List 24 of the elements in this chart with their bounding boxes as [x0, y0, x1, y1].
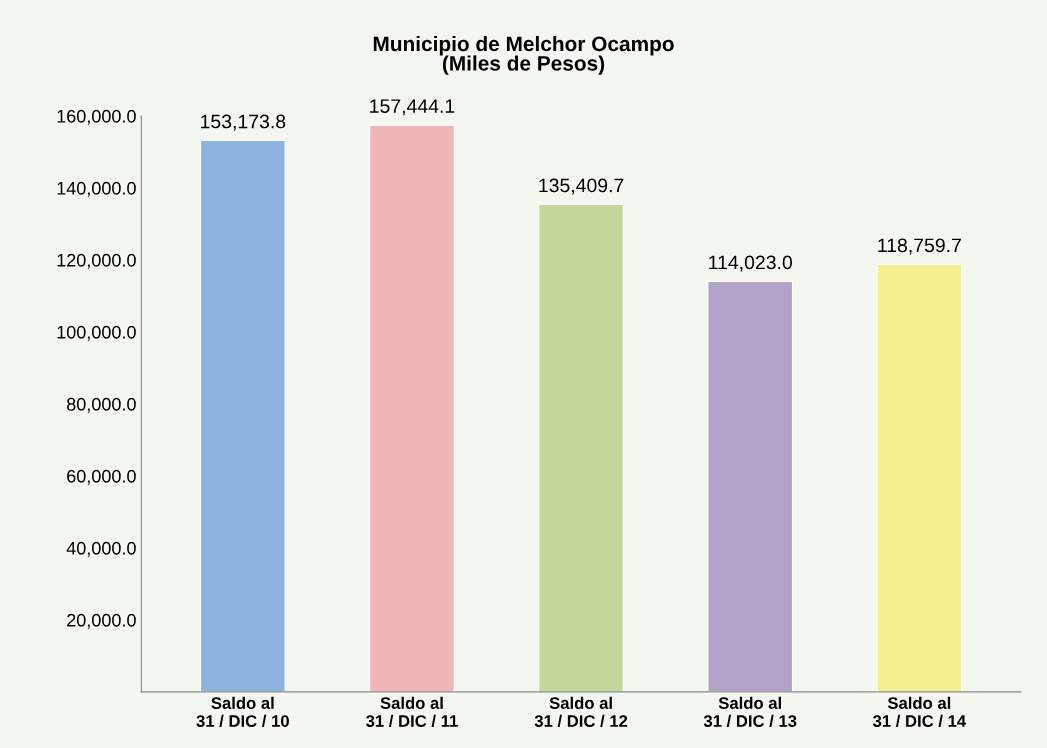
y-tick-label: 140,000.0 — [57, 181, 136, 197]
y-tick-label: 80,000.0 — [66, 397, 136, 413]
data-label: 118,759.7 — [878, 238, 961, 255]
x-tick-label: Saldo al 31 / DIC / 11 — [366, 696, 458, 728]
data-label: 157,444.1 — [370, 99, 455, 116]
y-tick-label: 40,000.0 — [66, 541, 136, 557]
x-tick-label: Saldo al 31 / DIC / 14 — [872, 696, 967, 728]
x-tick-label: Saldo al 31 / DIC / 13 — [703, 696, 797, 728]
bar — [369, 124, 455, 692]
y-tick-label: 60,000.0 — [67, 469, 136, 485]
data-label: 135,409.7 — [539, 178, 624, 195]
bar — [707, 280, 794, 692]
bar — [199, 139, 286, 692]
chart-title: Municipio de Melchor Ocampo (Miles de Pesos) — [373, 35, 674, 75]
bar — [538, 203, 624, 692]
y-tick-label: 120,000.0 — [57, 253, 136, 269]
x-tick-label: Saldo al 31 / DIC / 12 — [534, 696, 628, 728]
y-tick-label: 100,000.0 — [57, 325, 136, 341]
x-tick-label: Saldo al 31 / DIC / 10 — [196, 696, 289, 728]
y-tick-label: 20,000.0 — [67, 613, 136, 629]
y-tick-label: 160,000.0 — [57, 109, 136, 125]
bar — [876, 263, 963, 692]
data-label: 153,173.8 — [201, 114, 286, 131]
data-label: 114,023.0 — [709, 255, 792, 272]
